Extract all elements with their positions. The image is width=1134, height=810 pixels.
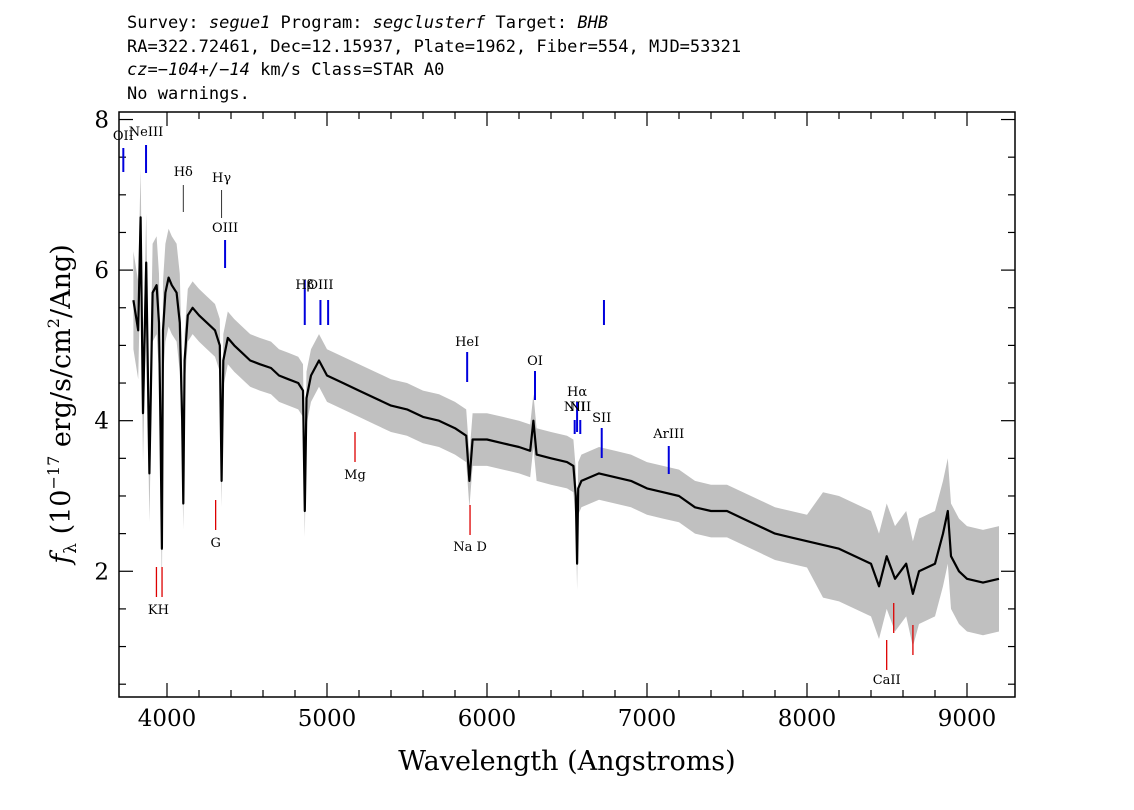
emission-line-label: Hα — [567, 385, 587, 400]
emission-line-label: NII — [564, 400, 586, 415]
class-text: km/s Class=STAR A0 — [249, 60, 445, 80]
spectrum-header: Survey: segue1 Program: segclusterf Targ… — [127, 12, 741, 106]
warnings-line: No warnings. — [127, 83, 250, 104]
absorption-line-label: G — [210, 536, 220, 551]
target-label: Target: — [485, 13, 578, 33]
emission-line-label: OI — [527, 354, 543, 369]
line-markers: OIINeIIIOΙΙΙHβOIIIHeIOINIIHαNIISIIArIIIH… — [113, 125, 914, 688]
balmer-line-label: Hγ — [212, 171, 231, 186]
survey-line: Survey: segue1 Program: segclusterf Targ… — [127, 12, 741, 36]
emission-line-label: HeI — [455, 335, 479, 350]
redshift-class-line: cz=−104+/−14 km/s Class=STAR A0 — [127, 59, 741, 83]
axis-ticks: 4000 5000 6000 7000 8000 9000 2 4 6 8 — [94, 108, 1015, 732]
x-tick-label: 4000 — [138, 706, 197, 732]
emission-line-label: OIII — [307, 278, 333, 293]
survey-value: segue1 — [208, 13, 271, 33]
y-tick-label: 4 — [94, 409, 109, 435]
y-axis-power-base: (10 — [46, 490, 77, 543]
balmer-line-label: Hδ — [174, 165, 193, 180]
error-band — [133, 168, 999, 647]
x-tick-label: 5000 — [298, 706, 357, 732]
y-axis-units-exponent: 2 — [44, 318, 63, 328]
x-tick-label: 7000 — [618, 706, 677, 732]
flux-series-line — [132, 216, 1000, 595]
survey-label: Survey: — [127, 13, 209, 33]
cz-label: cz= — [127, 60, 158, 80]
x-tick-label: 9000 — [938, 706, 997, 732]
program-label: Program: — [270, 13, 373, 33]
absorption-line-label: Mg — [344, 468, 366, 483]
y-axis-units-end: /Ang) — [46, 244, 77, 318]
emission-line-label: SII — [592, 411, 611, 426]
emission-line-label: OΙΙΙ — [212, 221, 238, 236]
emission-line-label: NeIII — [129, 125, 163, 140]
y-tick-label: 2 — [94, 559, 109, 585]
absorption-line-label: Na D — [453, 540, 487, 555]
coordinates-line: RA=322.72461, Dec=12.15937, Plate=1962, … — [127, 36, 742, 57]
program-value: segclusterf — [372, 13, 486, 33]
emission-line-label: OII — [113, 129, 134, 144]
x-tick-label: 8000 — [778, 706, 837, 732]
y-axis-subscript: λ — [61, 543, 81, 554]
y-axis-title: fλ (10−17 erg/s/cm2/Ang) — [44, 244, 81, 566]
emission-line-label: ArIII — [652, 427, 684, 442]
x-axis-title: Wavelength (Angstroms) — [398, 746, 735, 777]
emission-line-label: NII — [569, 400, 591, 415]
error-band-area — [133, 168, 999, 647]
y-axis-exponent: −17 — [44, 456, 63, 490]
absorption-line-label: CaII — [873, 673, 901, 688]
y-tick-label: 8 — [94, 108, 109, 134]
emission-line-label: Hβ — [295, 278, 314, 293]
plot-frame — [118, 111, 1016, 698]
y-axis-units: erg/s/cm — [46, 328, 77, 456]
absorption-line-label: KH — [148, 603, 169, 618]
target-value: BHB — [577, 13, 609, 33]
x-tick-label: 6000 — [458, 706, 517, 732]
y-tick-label: 6 — [94, 258, 109, 284]
cz-value: −104+/−14 — [157, 60, 250, 80]
